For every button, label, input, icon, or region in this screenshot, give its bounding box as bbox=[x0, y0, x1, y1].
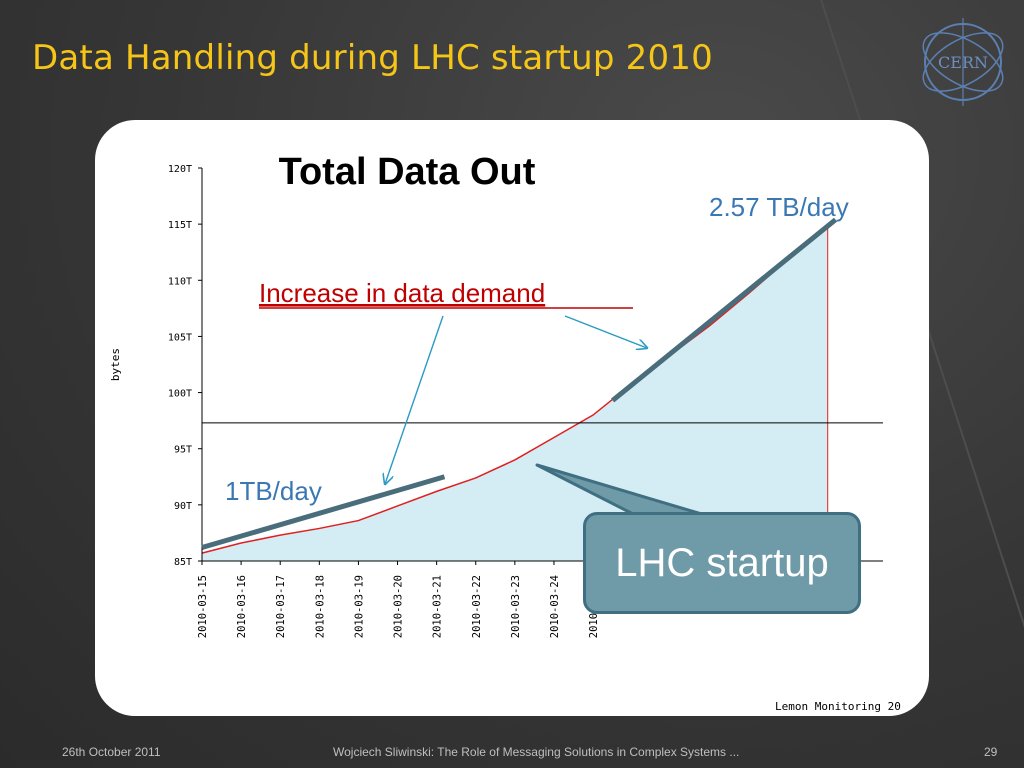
y-tick-label: 85T bbox=[174, 557, 192, 568]
total-data-out-chart: 85T 90T 95T 100T 105T 110T 115T 120T bytes 2010-0… bbox=[109, 151, 901, 713]
rate-before-label: 1TB/day bbox=[225, 476, 322, 506]
footer-presentation-title: Wojciech Sliwinski: The Role of Messagin… bbox=[333, 745, 740, 759]
rate-after-label: 2.57 TB/day bbox=[709, 192, 849, 222]
x-tick-label: 2010-03-20 bbox=[393, 575, 405, 638]
y-tick-label: 110T bbox=[168, 276, 192, 287]
chart-panel: 85T 90T 95T 100T 105T 110T 115T 120T bytes 2010-0… bbox=[95, 120, 929, 716]
trend-line bbox=[201, 474, 446, 550]
x-tick-label: 2010-03-24 bbox=[549, 575, 561, 638]
x-tick-label: 2010-03-21 bbox=[432, 575, 444, 638]
x-tick-label: 2010-03-16 bbox=[236, 575, 248, 638]
x-tick-label: 2010-03-19 bbox=[353, 575, 365, 638]
y-tick-label: 105T bbox=[168, 332, 192, 343]
x-tick-label: 2010-03-22 bbox=[471, 575, 483, 638]
y-axis-label: bytes bbox=[109, 348, 122, 381]
arrow-left bbox=[385, 315, 444, 484]
slide-title: Data Handling during LHC startup 2010 bbox=[32, 38, 713, 78]
lhc-startup-callout: LHC startup bbox=[583, 512, 861, 614]
cern-logo-icon: CERN bbox=[922, 18, 1004, 106]
series-line bbox=[201, 225, 829, 554]
chart-title: Total Data Out bbox=[279, 151, 536, 193]
footer-date: 26th October 2011 bbox=[62, 745, 161, 759]
x-tick-label: 2010-03-18 bbox=[314, 575, 326, 638]
x-tick-label: 2010-03-17 bbox=[275, 575, 287, 638]
y-tick-label: 95T bbox=[174, 445, 192, 456]
series-area bbox=[202, 226, 828, 561]
trend-line bbox=[611, 217, 838, 403]
footer-page-number: 29 bbox=[984, 745, 998, 759]
arrow-right bbox=[564, 315, 647, 348]
y-tick-label: 115T bbox=[168, 220, 192, 231]
x-tick-label: 2010-03-23 bbox=[510, 575, 522, 638]
x-tick-label: 2010-03-15 bbox=[197, 575, 209, 638]
y-tick-label: 100T bbox=[168, 389, 192, 400]
y-tick-label: 120T bbox=[168, 164, 192, 175]
increase-demand-label: Increase in data demand bbox=[259, 278, 545, 308]
lemon-watermark: Lemon Monitoring 20 bbox=[775, 700, 901, 713]
y-tick-label: 90T bbox=[174, 501, 192, 512]
svg-text:CERN: CERN bbox=[938, 53, 988, 72]
